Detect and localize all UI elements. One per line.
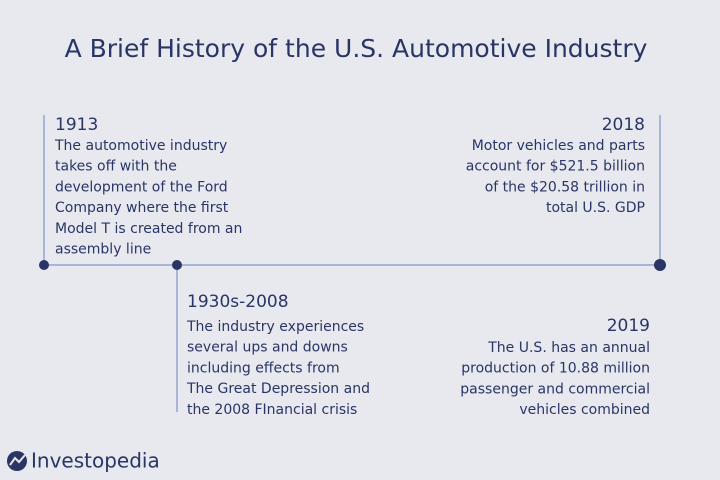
timeline-dot	[654, 259, 666, 271]
event-text: account for $521.5 billion	[466, 159, 645, 175]
event-text: Model T is created from an	[55, 221, 242, 237]
event-text: production of 10.88 million	[461, 361, 650, 377]
event-text: total U.S. GDP	[546, 200, 645, 216]
title: A Brief History of the U.S. Automotive I…	[65, 34, 648, 63]
event-text: assembly line	[55, 242, 151, 258]
brand-logo: Investopedia	[7, 449, 160, 473]
brand: Investopedia	[31, 449, 160, 473]
event-year: 2019	[607, 316, 650, 336]
event-text: takes off with the	[55, 159, 177, 175]
timeline	[43, 115, 661, 412]
event-text: the 2008 FInancial crisis	[187, 402, 357, 418]
event-text: Motor vehicles and parts	[472, 138, 645, 154]
event-text: The industry experiences	[186, 319, 364, 335]
timeline-dot	[39, 260, 49, 270]
event-year: 1913	[55, 115, 98, 135]
event-text: vehicles combined	[519, 402, 650, 418]
logo-mark	[9, 454, 26, 466]
event-year: 2018	[602, 115, 645, 135]
event-text: of the $20.58 trillion in	[485, 179, 645, 195]
event-text: The Great Depression and	[186, 381, 370, 397]
event-text: The automotive industry	[54, 138, 227, 154]
event-text: Company where the first	[55, 200, 229, 216]
event-text: The U.S. has an annual	[487, 340, 650, 356]
event-text: passenger and commercial	[460, 381, 650, 397]
event-text: several ups and downs	[187, 340, 348, 356]
timeline-dot	[172, 260, 182, 270]
event-text: development of the Ford	[55, 179, 228, 195]
event-year: 1930s-2008	[187, 292, 289, 312]
event-text: including effects from	[187, 360, 340, 376]
